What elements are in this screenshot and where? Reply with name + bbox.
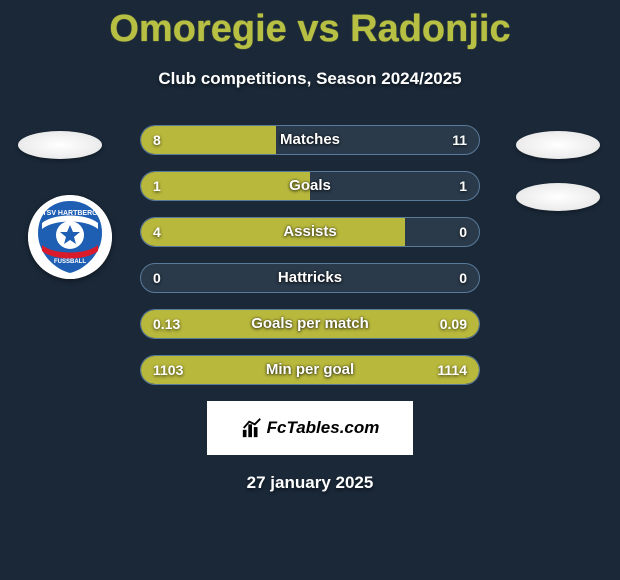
stat-label: Matches xyxy=(141,126,479,154)
stat-row: 0Hattricks0 xyxy=(140,263,480,293)
stat-right-value: 0 xyxy=(459,218,467,246)
stat-row: 0.13Goals per match0.09 xyxy=(140,309,480,339)
stat-label: Min per goal xyxy=(141,356,479,384)
stat-row: 1103Min per goal1114 xyxy=(140,355,480,385)
player-left-avatar xyxy=(18,131,102,159)
brand-text: FcTables.com xyxy=(267,418,380,438)
stat-right-value: 0.09 xyxy=(440,310,467,338)
stat-right-value: 0 xyxy=(459,264,467,292)
player-left-club-badge: TSV HARTBERG FUSSBALL xyxy=(28,195,112,279)
svg-text:TSV HARTBERG: TSV HARTBERG xyxy=(42,210,98,217)
comparison-panel: TSV HARTBERG FUSSBALL 8Matches11 1Goals1 4… xyxy=(0,125,620,385)
generation-date: 27 january 2025 xyxy=(0,473,620,493)
stat-label: Goals per match xyxy=(141,310,479,338)
stat-row: 8Matches11 xyxy=(140,125,480,155)
page-subtitle: Club competitions, Season 2024/2025 xyxy=(0,69,620,89)
chart-icon xyxy=(241,417,263,439)
player-right-club-avatar xyxy=(516,183,600,211)
stat-label: Hattricks xyxy=(141,264,479,292)
stat-label: Assists xyxy=(141,218,479,246)
stat-label: Goals xyxy=(141,172,479,200)
stat-right-value: 1 xyxy=(459,172,467,200)
stat-row: 4Assists0 xyxy=(140,217,480,247)
stat-row: 1Goals1 xyxy=(140,171,480,201)
stat-right-value: 11 xyxy=(452,126,467,154)
stat-bars: 8Matches111Goals14Assists00Hattricks00.1… xyxy=(140,125,480,385)
brand-attribution[interactable]: FcTables.com xyxy=(207,401,413,455)
page-title: Omoregie vs Radonjic xyxy=(0,0,620,51)
svg-text:FUSSBALL: FUSSBALL xyxy=(54,259,86,265)
stat-right-value: 1114 xyxy=(437,356,467,384)
player-right-avatar xyxy=(516,131,600,159)
